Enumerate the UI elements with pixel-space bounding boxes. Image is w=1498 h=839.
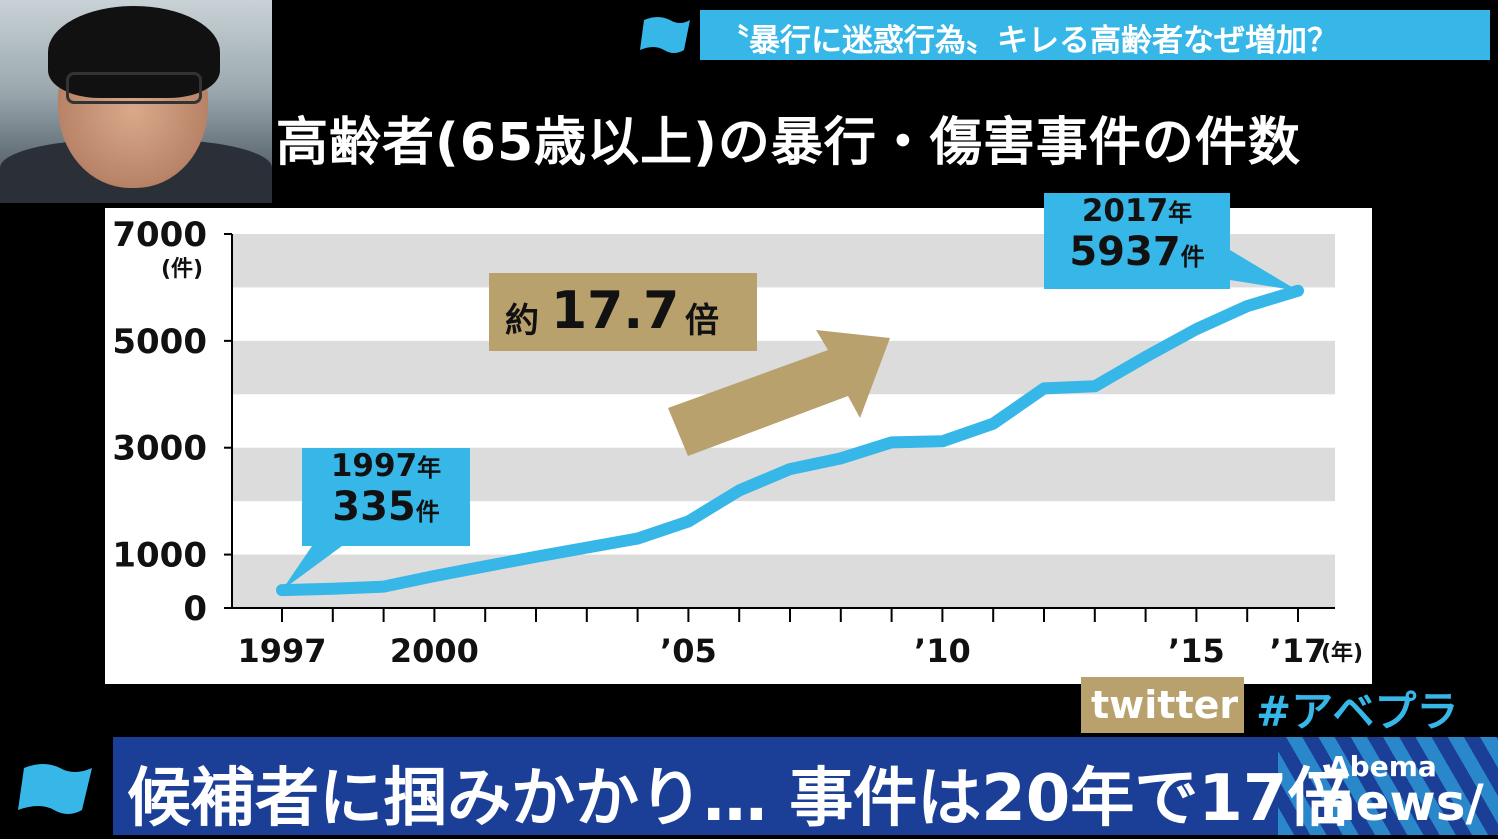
abema-news-logo: Abema news/ <box>1316 748 1498 835</box>
bottom-caption: 候補者に掴みかかり… 事件は20年で17倍 <box>127 762 1352 836</box>
y-tick-label: 7000 <box>112 215 207 255</box>
logo-line2: news/ <box>1320 774 1484 832</box>
callout-2017-count-unit: 件 <box>1180 243 1205 271</box>
chart-svg: 0 1000 3000 5000 7000(件) 1997 2000 ’05 ’10 ’15 ’17… <box>112 215 1363 670</box>
x-tick-label: ’17 <box>1270 632 1327 670</box>
data-point <box>1246 305 1249 308</box>
twitter-tag: twitter <box>1081 677 1244 733</box>
callout-1997-count: 335 <box>332 484 416 530</box>
growth-arrow-icon <box>668 330 890 456</box>
data-point <box>331 587 334 590</box>
x-tick-label: ’05 <box>660 632 717 670</box>
callout-2017-year: 2017 <box>1081 193 1169 229</box>
data-point <box>1144 355 1147 358</box>
y-tick-label: 0 <box>183 589 207 629</box>
twitter-label: twitter <box>1091 683 1239 727</box>
flag-icon <box>18 764 92 814</box>
ratio-suffix: 倍 <box>685 301 719 341</box>
ratio-prefix: 約 <box>505 301 539 341</box>
data-point <box>1093 385 1096 388</box>
data-point <box>738 489 741 492</box>
callout-1997-year-unit: 年 <box>417 454 442 482</box>
data-point <box>535 555 537 558</box>
data-point <box>789 468 791 471</box>
callout-1997: 1997年 335件 <box>302 448 470 546</box>
callout-2017-year-unit: 年 <box>1168 199 1193 227</box>
x-tick-label: ’15 <box>1168 632 1225 670</box>
x-tick-label: 2000 <box>390 632 479 670</box>
flag-icon <box>640 17 690 53</box>
data-point <box>636 537 639 540</box>
caption-bar-stripes <box>1278 737 1498 835</box>
y-tick-label: 1000 <box>112 536 207 576</box>
presenter-camera-inset <box>0 0 272 203</box>
callout-1997-year: 1997 <box>330 448 418 484</box>
logo-line1: Abema <box>1328 750 1437 783</box>
y-unit-label: (件) <box>161 257 203 282</box>
top-headline-bar: 〝暴行に迷惑行為〟キレる高齢者なぜ増加？ <box>700 10 1490 60</box>
chart-title: 高齢者(65歳以上)の暴行・傷害事件の件数 <box>276 113 1301 173</box>
data-point <box>839 457 842 460</box>
callout-2017-count: 5937 <box>1069 229 1181 275</box>
hashtag: #アベプラ <box>1256 687 1459 736</box>
x-unit-label: (年) <box>1321 640 1363 666</box>
data-point <box>992 422 995 425</box>
presenter-hair <box>48 6 220 98</box>
presenter-glasses <box>66 72 202 104</box>
y-tick-label: 3000 <box>112 429 207 469</box>
top-headline: 〝暴行に迷惑行為〟キレる高齢者なぜ増加？ <box>718 23 1338 59</box>
data-point <box>1043 387 1045 390</box>
x-tick-label: ’10 <box>914 632 971 670</box>
callout-2017-pointer <box>1230 250 1298 291</box>
callout-1997-count-unit: 件 <box>415 498 440 526</box>
bottom-caption-bar: 候補者に掴みかかり… 事件は20年で17倍 <box>113 737 1498 836</box>
data-point <box>382 585 385 588</box>
ratio-value: 17.7 <box>551 281 680 341</box>
data-point <box>941 440 944 443</box>
y-tick-label: 5000 <box>112 322 207 362</box>
growth-ratio-label: 約 17.7 倍 <box>489 273 757 351</box>
data-point <box>687 520 690 523</box>
data-point <box>1195 328 1198 331</box>
data-point <box>433 574 436 577</box>
data-point <box>585 546 588 549</box>
data-point <box>890 441 893 444</box>
data-point <box>484 565 487 568</box>
x-tick-label: 1997 <box>237 632 326 670</box>
data-point <box>1297 289 1299 292</box>
callout-2017: 2017年 5937件 <box>1044 193 1230 289</box>
